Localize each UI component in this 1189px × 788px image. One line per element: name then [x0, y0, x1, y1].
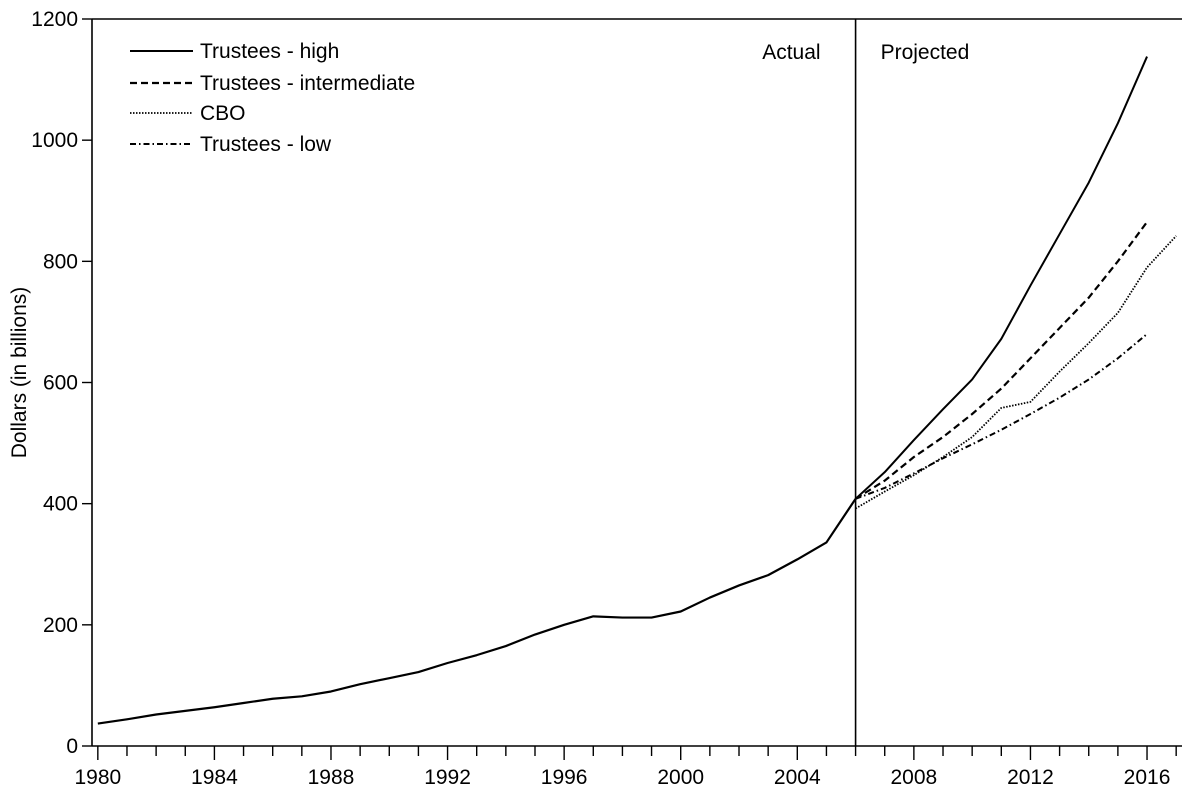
x-tick-label: 2008 — [891, 766, 938, 788]
x-tick-label: 1988 — [308, 766, 355, 788]
y-tick-label: 1200 — [31, 8, 78, 31]
legend-item-high: Trustees - high — [130, 40, 339, 63]
x-tick-label: 2016 — [1124, 766, 1171, 788]
ticks: 0 200 400 600 800 1000 1200 1980 1984 1988 1992 199… — [31, 8, 1177, 788]
series-layer — [97, 56, 1177, 725]
y-tick-label: 200 — [43, 614, 78, 637]
x-tick-label: 1996 — [541, 766, 588, 788]
series-line-cbo — [855, 235, 1177, 510]
x-tick-label: 2004 — [774, 766, 821, 788]
legend-label-low: Trustees - low — [200, 133, 332, 156]
y-tick-label: 1000 — [31, 129, 78, 152]
y-tick-label: 600 — [43, 372, 78, 395]
legend-label-cbo: CBO — [200, 102, 246, 125]
series-line-low — [855, 333, 1148, 500]
y-axis-label: Dollars (in billions) — [8, 287, 31, 459]
legend-label-high: Trustees - high — [200, 40, 339, 63]
series-line-historical — [97, 498, 857, 725]
x-tick-label: 2012 — [1007, 766, 1054, 788]
annotation-actual: Actual — [762, 41, 820, 64]
y-tick-label: 800 — [43, 250, 78, 273]
legend: Trustees - high Trustees - intermediate … — [130, 40, 415, 156]
axes — [91, 18, 1182, 747]
legend-item-low: Trustees - low — [130, 133, 332, 156]
series-line-high — [854, 56, 1148, 500]
series-line-intermediate — [854, 221, 1148, 500]
annotation-projected: Projected — [881, 41, 970, 64]
legend-item-intermediate: Trustees - intermediate — [130, 72, 415, 95]
legend-item-cbo: CBO — [130, 102, 246, 125]
annotations: Actual Projected — [762, 41, 969, 64]
x-tick-label: 1992 — [424, 766, 471, 788]
x-tick-label: 1980 — [74, 766, 121, 788]
y-tick-label: 400 — [43, 493, 78, 516]
legend-label-intermediate: Trustees - intermediate — [200, 72, 415, 95]
y-tick-label: 0 — [66, 735, 78, 758]
x-tick-label: 1984 — [191, 766, 238, 788]
x-tick-label: 2000 — [657, 766, 704, 788]
